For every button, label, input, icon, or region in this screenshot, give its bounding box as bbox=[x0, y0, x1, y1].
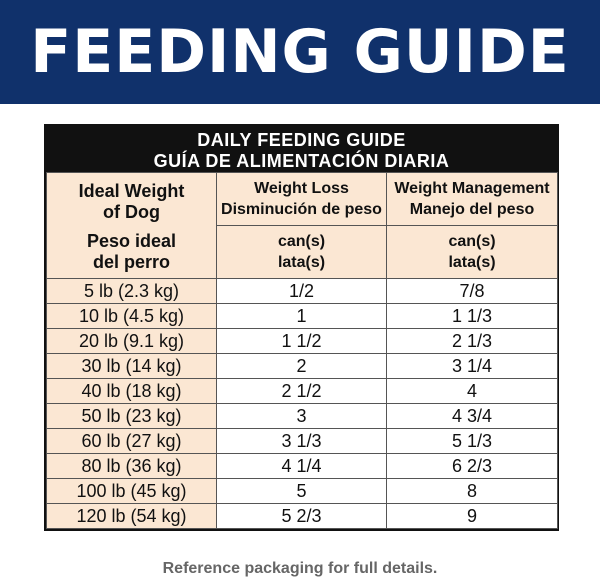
weight-cell: 100 lb (45 kg) bbox=[46, 478, 217, 504]
guide-title-es: GUÍA DE ALIMENTACIÓN DIARIA bbox=[153, 151, 450, 171]
table-row: 50 lb (23 kg) 3 4 3/4 bbox=[46, 403, 558, 429]
weight-loss-unit: can(s) lata(s) bbox=[216, 225, 387, 279]
table-row: 100 lb (45 kg) 5 8 bbox=[46, 478, 558, 504]
weight-management-unit: can(s) lata(s) bbox=[386, 225, 558, 279]
weight-cell: 30 lb (14 kg) bbox=[46, 353, 217, 379]
weight-loss-cell: 2 bbox=[216, 353, 387, 379]
table-row: 30 lb (14 kg) 2 3 1/4 bbox=[46, 353, 558, 379]
weight-loss-header-es: Disminución de peso bbox=[221, 201, 382, 218]
weight-loss-cell: 5 2/3 bbox=[216, 503, 387, 529]
weight-management-header: Weight Management Manejo del peso bbox=[386, 172, 558, 226]
table-row: 40 lb (18 kg) 2 1/2 4 bbox=[46, 378, 558, 404]
table-row: 80 lb (36 kg) 4 1/4 6 2/3 bbox=[46, 453, 558, 479]
header-banner: FEEDING GUIDE bbox=[0, 0, 600, 104]
unit-es: lata(s) bbox=[277, 254, 326, 271]
weight-loss-cell: 2 1/2 bbox=[216, 378, 387, 404]
table-row: 60 lb (27 kg) 3 1/3 5 1/3 bbox=[46, 428, 558, 454]
weight-management-cell: 3 1/4 bbox=[386, 353, 558, 379]
weight-management-cell: 4 3/4 bbox=[386, 403, 558, 429]
weight-management-cell: 2 1/3 bbox=[386, 328, 558, 354]
footnote: Reference packaging for full details. bbox=[162, 560, 438, 577]
table-row: 120 lb (54 kg) 5 2/3 9 bbox=[46, 503, 558, 529]
weight-loss-cell: 1 bbox=[216, 303, 387, 329]
weight-header-es-1: Peso ideal bbox=[86, 231, 177, 251]
weight-cell: 80 lb (36 kg) bbox=[46, 453, 217, 479]
weight-management-cell: 9 bbox=[386, 503, 558, 529]
weight-cell: 50 lb (23 kg) bbox=[46, 403, 217, 429]
weight-column-header: Ideal Weight of Dog Peso ideal del perro bbox=[46, 172, 217, 279]
table-row: 20 lb (9.1 kg) 1 1/2 2 1/3 bbox=[46, 328, 558, 354]
weight-management-cell: 1 1/3 bbox=[386, 303, 558, 329]
feeding-guide-table: DAILY FEEDING GUIDE GUÍA DE ALIMENTACIÓN… bbox=[44, 124, 559, 531]
weight-header-es-2: del perro bbox=[92, 252, 171, 272]
weight-management-header-es: Manejo del peso bbox=[409, 201, 535, 218]
feeding-table: Ideal Weight of Dog Peso ideal del perro… bbox=[46, 172, 558, 529]
unit-es: lata(s) bbox=[448, 254, 496, 271]
weight-header-en-1: Ideal Weight bbox=[78, 181, 185, 201]
table-row: 10 lb (4.5 kg) 1 1 1/3 bbox=[46, 303, 558, 329]
weight-loss-cell: 3 bbox=[216, 403, 387, 429]
weight-management-cell: 4 bbox=[386, 378, 558, 404]
table-row: 5 lb (2.3 kg) 1/2 7/8 bbox=[46, 278, 558, 304]
weight-cell: 20 lb (9.1 kg) bbox=[46, 328, 217, 354]
weight-management-cell: 5 1/3 bbox=[386, 428, 558, 454]
weight-cell: 40 lb (18 kg) bbox=[46, 378, 217, 404]
weight-loss-header-en: Weight Loss bbox=[254, 180, 349, 197]
weight-loss-cell: 3 1/3 bbox=[216, 428, 387, 454]
weight-management-cell: 6 2/3 bbox=[386, 453, 558, 479]
guide-title: DAILY FEEDING GUIDE GUÍA DE ALIMENTACIÓN… bbox=[46, 126, 557, 172]
weight-loss-cell: 4 1/4 bbox=[216, 453, 387, 479]
weight-management-cell: 8 bbox=[386, 478, 558, 504]
weight-cell: 10 lb (4.5 kg) bbox=[46, 303, 217, 329]
weight-management-header-en: Weight Management bbox=[394, 180, 550, 197]
page-title: FEEDING GUIDE bbox=[30, 17, 570, 87]
weight-loss-header: Weight Loss Disminución de peso bbox=[216, 172, 387, 226]
weight-cell: 5 lb (2.3 kg) bbox=[46, 278, 217, 304]
unit-en: can(s) bbox=[448, 233, 496, 250]
weight-loss-cell: 5 bbox=[216, 478, 387, 504]
weight-cell: 120 lb (54 kg) bbox=[46, 503, 217, 529]
weight-header-en-2: of Dog bbox=[103, 202, 160, 222]
weight-management-cell: 7/8 bbox=[386, 278, 558, 304]
weight-loss-cell: 1 1/2 bbox=[216, 328, 387, 354]
weight-loss-cell: 1/2 bbox=[216, 278, 387, 304]
guide-title-en: DAILY FEEDING GUIDE bbox=[197, 130, 406, 150]
weight-cell: 60 lb (27 kg) bbox=[46, 428, 217, 454]
unit-en: can(s) bbox=[277, 233, 326, 250]
